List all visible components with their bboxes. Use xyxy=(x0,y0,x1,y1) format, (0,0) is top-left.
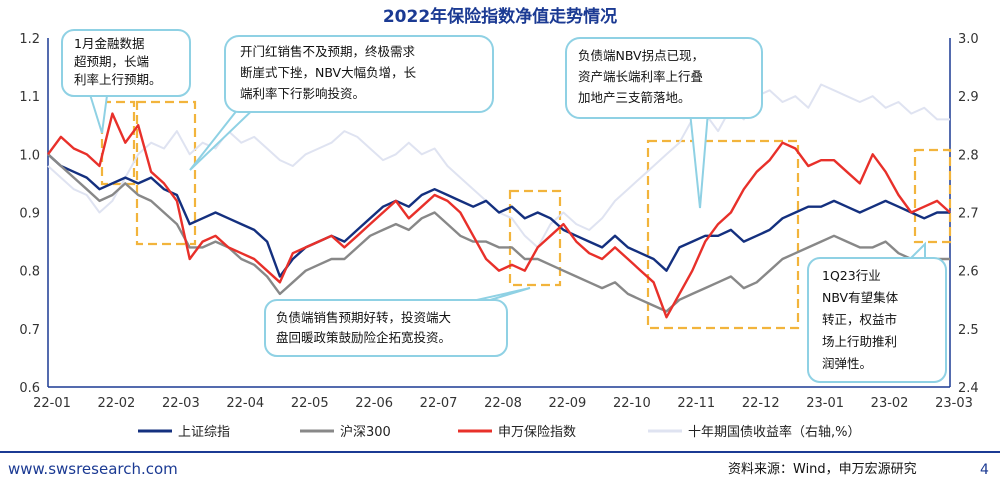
callout-nbv-turning: 负债端NBV拐点已现， 资产端长端利率上行叠 加地产三支箭落地。 xyxy=(565,37,763,209)
callout-kickoff-sales: 开门红销售不及预期，终极需求 断崖式下挫，NBV大幅负增，长 端利率下行影响投资… xyxy=(189,35,494,171)
callout-text: 资产端长端利率上行叠 xyxy=(578,69,703,84)
y2-tick-label: 2.4 xyxy=(958,381,979,396)
y-tick-label: 1.0 xyxy=(19,148,40,163)
callout-text: 端利率下行影响投资。 xyxy=(240,86,365,101)
x-tick-label: 23-03 xyxy=(935,396,973,411)
plot-area xyxy=(47,83,951,319)
callout-text: 利率上行预期。 xyxy=(74,72,162,87)
highlight-box xyxy=(508,189,562,287)
callout-text: 润弹性。 xyxy=(822,356,872,371)
legend-label: 沪深300 xyxy=(340,424,391,440)
callout-text: NBV有望集体 xyxy=(822,290,899,305)
x-tick-label: 22-04 xyxy=(226,396,264,411)
x-tick-label: 22-10 xyxy=(613,396,651,411)
x-tick-label: 22-11 xyxy=(677,396,715,411)
x-tick-label: 23-01 xyxy=(806,396,844,411)
callout-text: 1月金融数据 xyxy=(74,36,144,51)
y-tick-label: 0.9 xyxy=(19,207,40,222)
legend-label: 上证综指 xyxy=(178,425,230,440)
callout-text: 断崖式下挫，NBV大幅负增，长 xyxy=(240,65,417,80)
x-tick-label: 22-02 xyxy=(98,396,136,411)
callout-text: 超预期，长端 xyxy=(74,54,149,69)
series-line xyxy=(47,153,950,278)
series-line xyxy=(47,112,951,319)
x-tick-label: 22-06 xyxy=(355,396,393,411)
y2-tick-label: 2.5 xyxy=(958,323,979,338)
callout-liability-sales: 负债端销售预期好转，投资端大 盘回暖政策鼓励险企拓宽投资。 xyxy=(264,287,531,357)
callout-text: 1Q23行业 xyxy=(822,268,881,283)
page-number: 4 xyxy=(980,462,989,478)
callout-text: 开门红销售不及预期，终极需求 xyxy=(240,44,416,59)
x-tick-label: 22-01 xyxy=(33,396,71,411)
callout-text: 负债端销售预期好转，投资端大 xyxy=(276,310,451,325)
x-tick-label: 22-12 xyxy=(742,396,780,411)
x-tick-label: 22-05 xyxy=(291,396,329,411)
highlight-box xyxy=(913,148,952,244)
callout-text: 加地产三支箭落地。 xyxy=(578,90,691,105)
callout-1q23-outlook: 1Q23行业 NBV有望集体 转正，权益市 场上行助推利 润弹性。 xyxy=(807,241,947,383)
y-tick-label: 1.1 xyxy=(19,90,40,105)
highlight-box xyxy=(135,100,197,246)
legend-label: 十年期国债收益率（右轴,%） xyxy=(688,424,861,440)
x-tick-label: 22-07 xyxy=(420,396,458,411)
callouts: 1月金融数据 超预期，长端 利率上行预期。 开门红销售不及预期，终极需求 断崖式… xyxy=(61,29,947,383)
series-line xyxy=(47,83,950,249)
y-tick-label: 1.2 xyxy=(19,32,40,47)
y2-tick-label: 2.6 xyxy=(958,265,979,280)
y-tick-label: 0.8 xyxy=(19,265,40,280)
y-axis-left: 0.6 0.7 0.8 0.9 1.0 1.1 1.2 xyxy=(19,32,49,396)
callout-text: 盘回暖政策鼓励险企拓宽投资。 xyxy=(276,330,451,345)
callout-jan-data: 1月金融数据 超预期，长端 利率上行预期。 xyxy=(61,29,191,134)
footer-website: www.swsresearch.com xyxy=(8,460,178,478)
highlight-boxes xyxy=(100,100,952,330)
chart-title: 2022年保险指数净值走势情况 xyxy=(383,6,617,27)
x-tick-label: 22-03 xyxy=(162,396,200,411)
y2-tick-label: 2.9 xyxy=(958,90,979,105)
y-axis-right: 2.4 2.5 2.6 2.7 2.8 2.9 3.0 xyxy=(949,32,979,396)
callout-text: 转正，权益市 xyxy=(822,312,897,327)
highlight-box xyxy=(646,139,800,330)
legend-label: 申万保险指数 xyxy=(498,425,576,440)
x-tick-label: 23-02 xyxy=(871,396,909,411)
y2-tick-label: 2.8 xyxy=(958,148,979,163)
y-tick-label: 0.7 xyxy=(19,323,40,338)
footer-source: 资料来源：Wind，申万宏源研究 xyxy=(728,462,917,477)
y2-tick-label: 2.7 xyxy=(958,207,979,222)
callout-text: 场上行助推利 xyxy=(822,334,897,349)
y2-tick-label: 3.0 xyxy=(958,32,979,47)
x-axis: 22-01 22-02 22-03 22-04 22-05 22-06 22-07 22-08… xyxy=(33,386,973,411)
y-tick-label: 0.6 xyxy=(19,381,40,396)
legend: 上证综指 沪深300 申万保险指数 十年期国债收益率（右轴,%） xyxy=(138,424,861,440)
highlight-box xyxy=(100,100,136,186)
x-tick-label: 22-08 xyxy=(484,396,522,411)
x-tick-label: 22-09 xyxy=(549,396,587,411)
callout-text: 负债端NBV拐点已现， xyxy=(578,48,704,63)
